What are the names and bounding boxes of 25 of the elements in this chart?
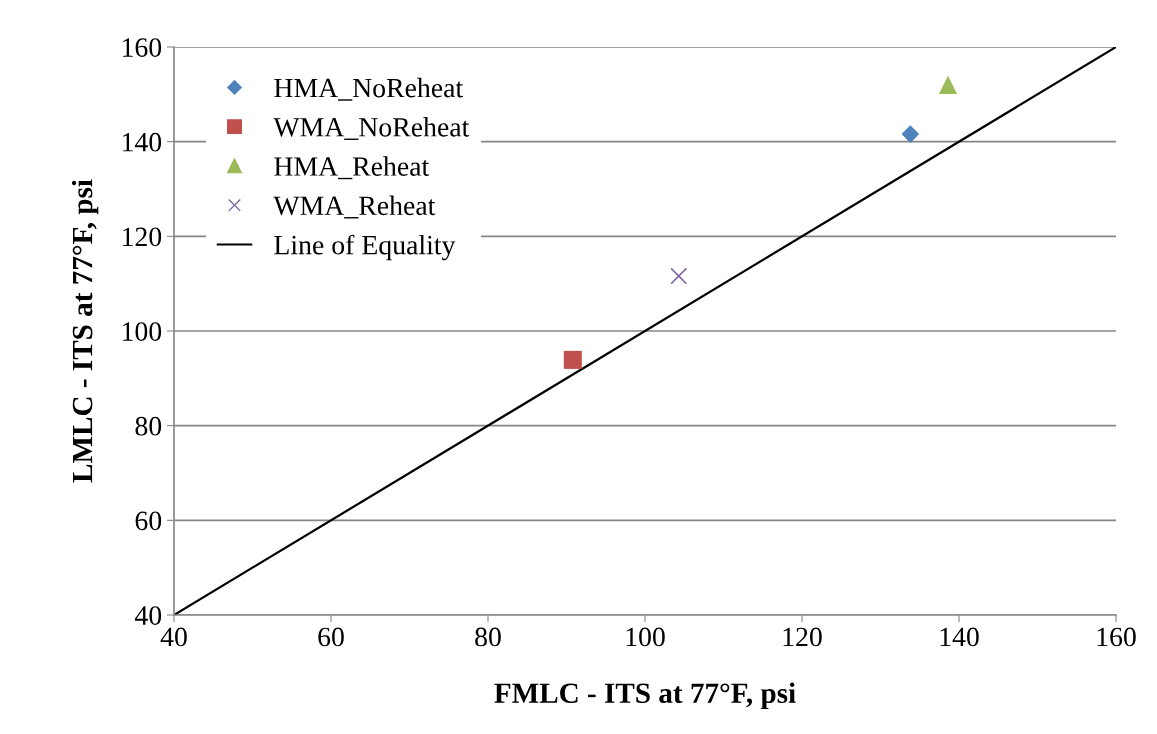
legend-label: WMA_NoReheat [273, 117, 470, 140]
x-tick-label: 140 [940, 627, 979, 647]
x-tick-label: 120 [783, 627, 822, 647]
y-tick-label: 120 [122, 227, 162, 247]
y-tick-label: 100 [122, 322, 162, 341]
x-tick-label: 80 [475, 627, 501, 647]
point [901, 125, 920, 143]
point [563, 350, 582, 369]
legend-label: HMA_Reheat [274, 156, 430, 180]
legend-label: HMA_NoReheat [274, 77, 464, 101]
x-tick-label: 160 [1097, 627, 1136, 647]
x-tick-label: 60 [318, 627, 344, 647]
y-tick-label: 160 [122, 38, 162, 57]
x-axis-title: FMLC - ITS at 77°F, psi [494, 682, 796, 709]
y-tick-label: 140 [122, 132, 162, 152]
legend-label: Line of Equality [274, 234, 456, 261]
x-tick-label: 40 [160, 627, 187, 647]
y-tick-label: 80 [135, 416, 162, 436]
y-tick-label: 60 [135, 511, 162, 531]
y-axis-title: LMLC - ITS at 77°F, psi [71, 179, 99, 483]
point [938, 75, 958, 94]
legend-label: WMA_Reheat [273, 195, 436, 219]
y-tick-label: 40 [134, 606, 162, 625]
point [670, 267, 688, 285]
x-tick-label: 100 [626, 627, 665, 647]
